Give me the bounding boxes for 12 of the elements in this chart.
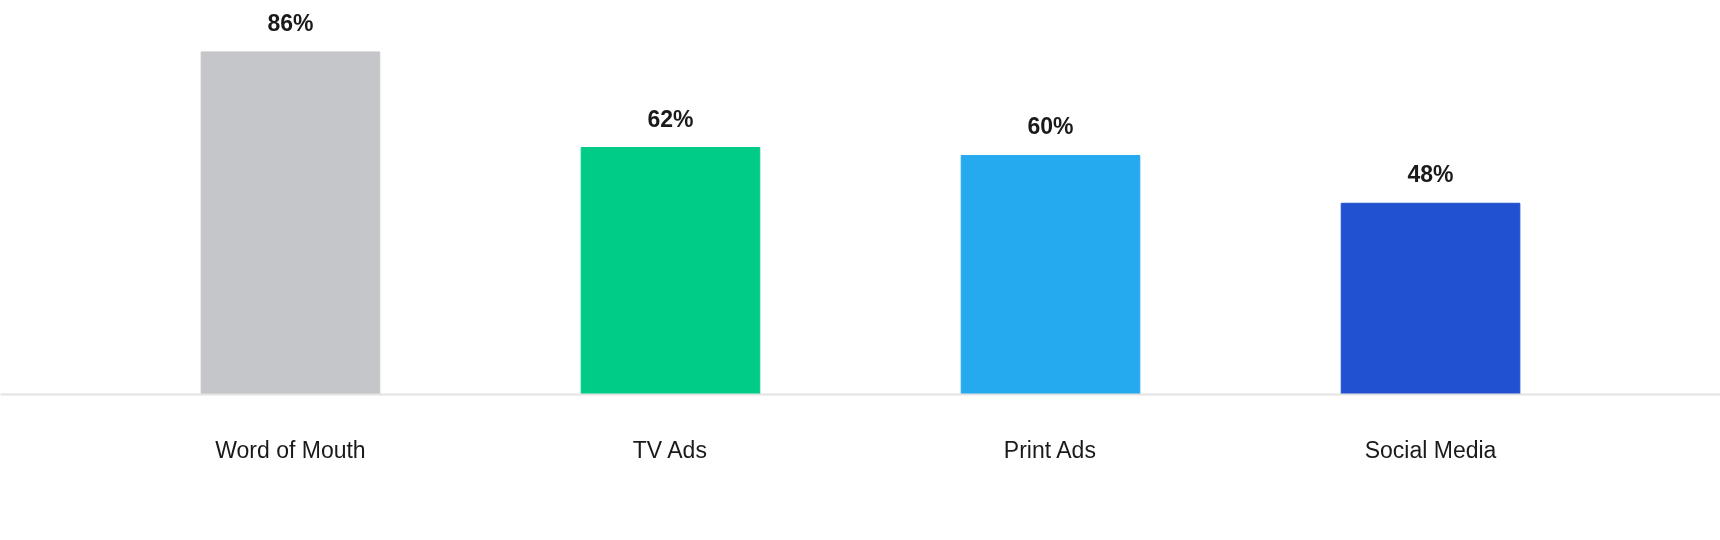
bar: [200, 51, 381, 395]
x-tick-label: TV Ads: [632, 436, 707, 463]
x-tick-label: Word of Mouth: [215, 436, 366, 463]
x-tick-label: Social Media: [1364, 436, 1497, 463]
data-label: 48%: [1407, 161, 1454, 188]
data-label: 86%: [267, 9, 314, 36]
bar: [1340, 202, 1521, 395]
bar: [580, 147, 761, 395]
bar: [960, 154, 1141, 395]
data-label: 62%: [647, 105, 694, 132]
data-label: 60%: [1027, 113, 1074, 140]
x-tick-label: Print Ads: [1003, 436, 1096, 463]
